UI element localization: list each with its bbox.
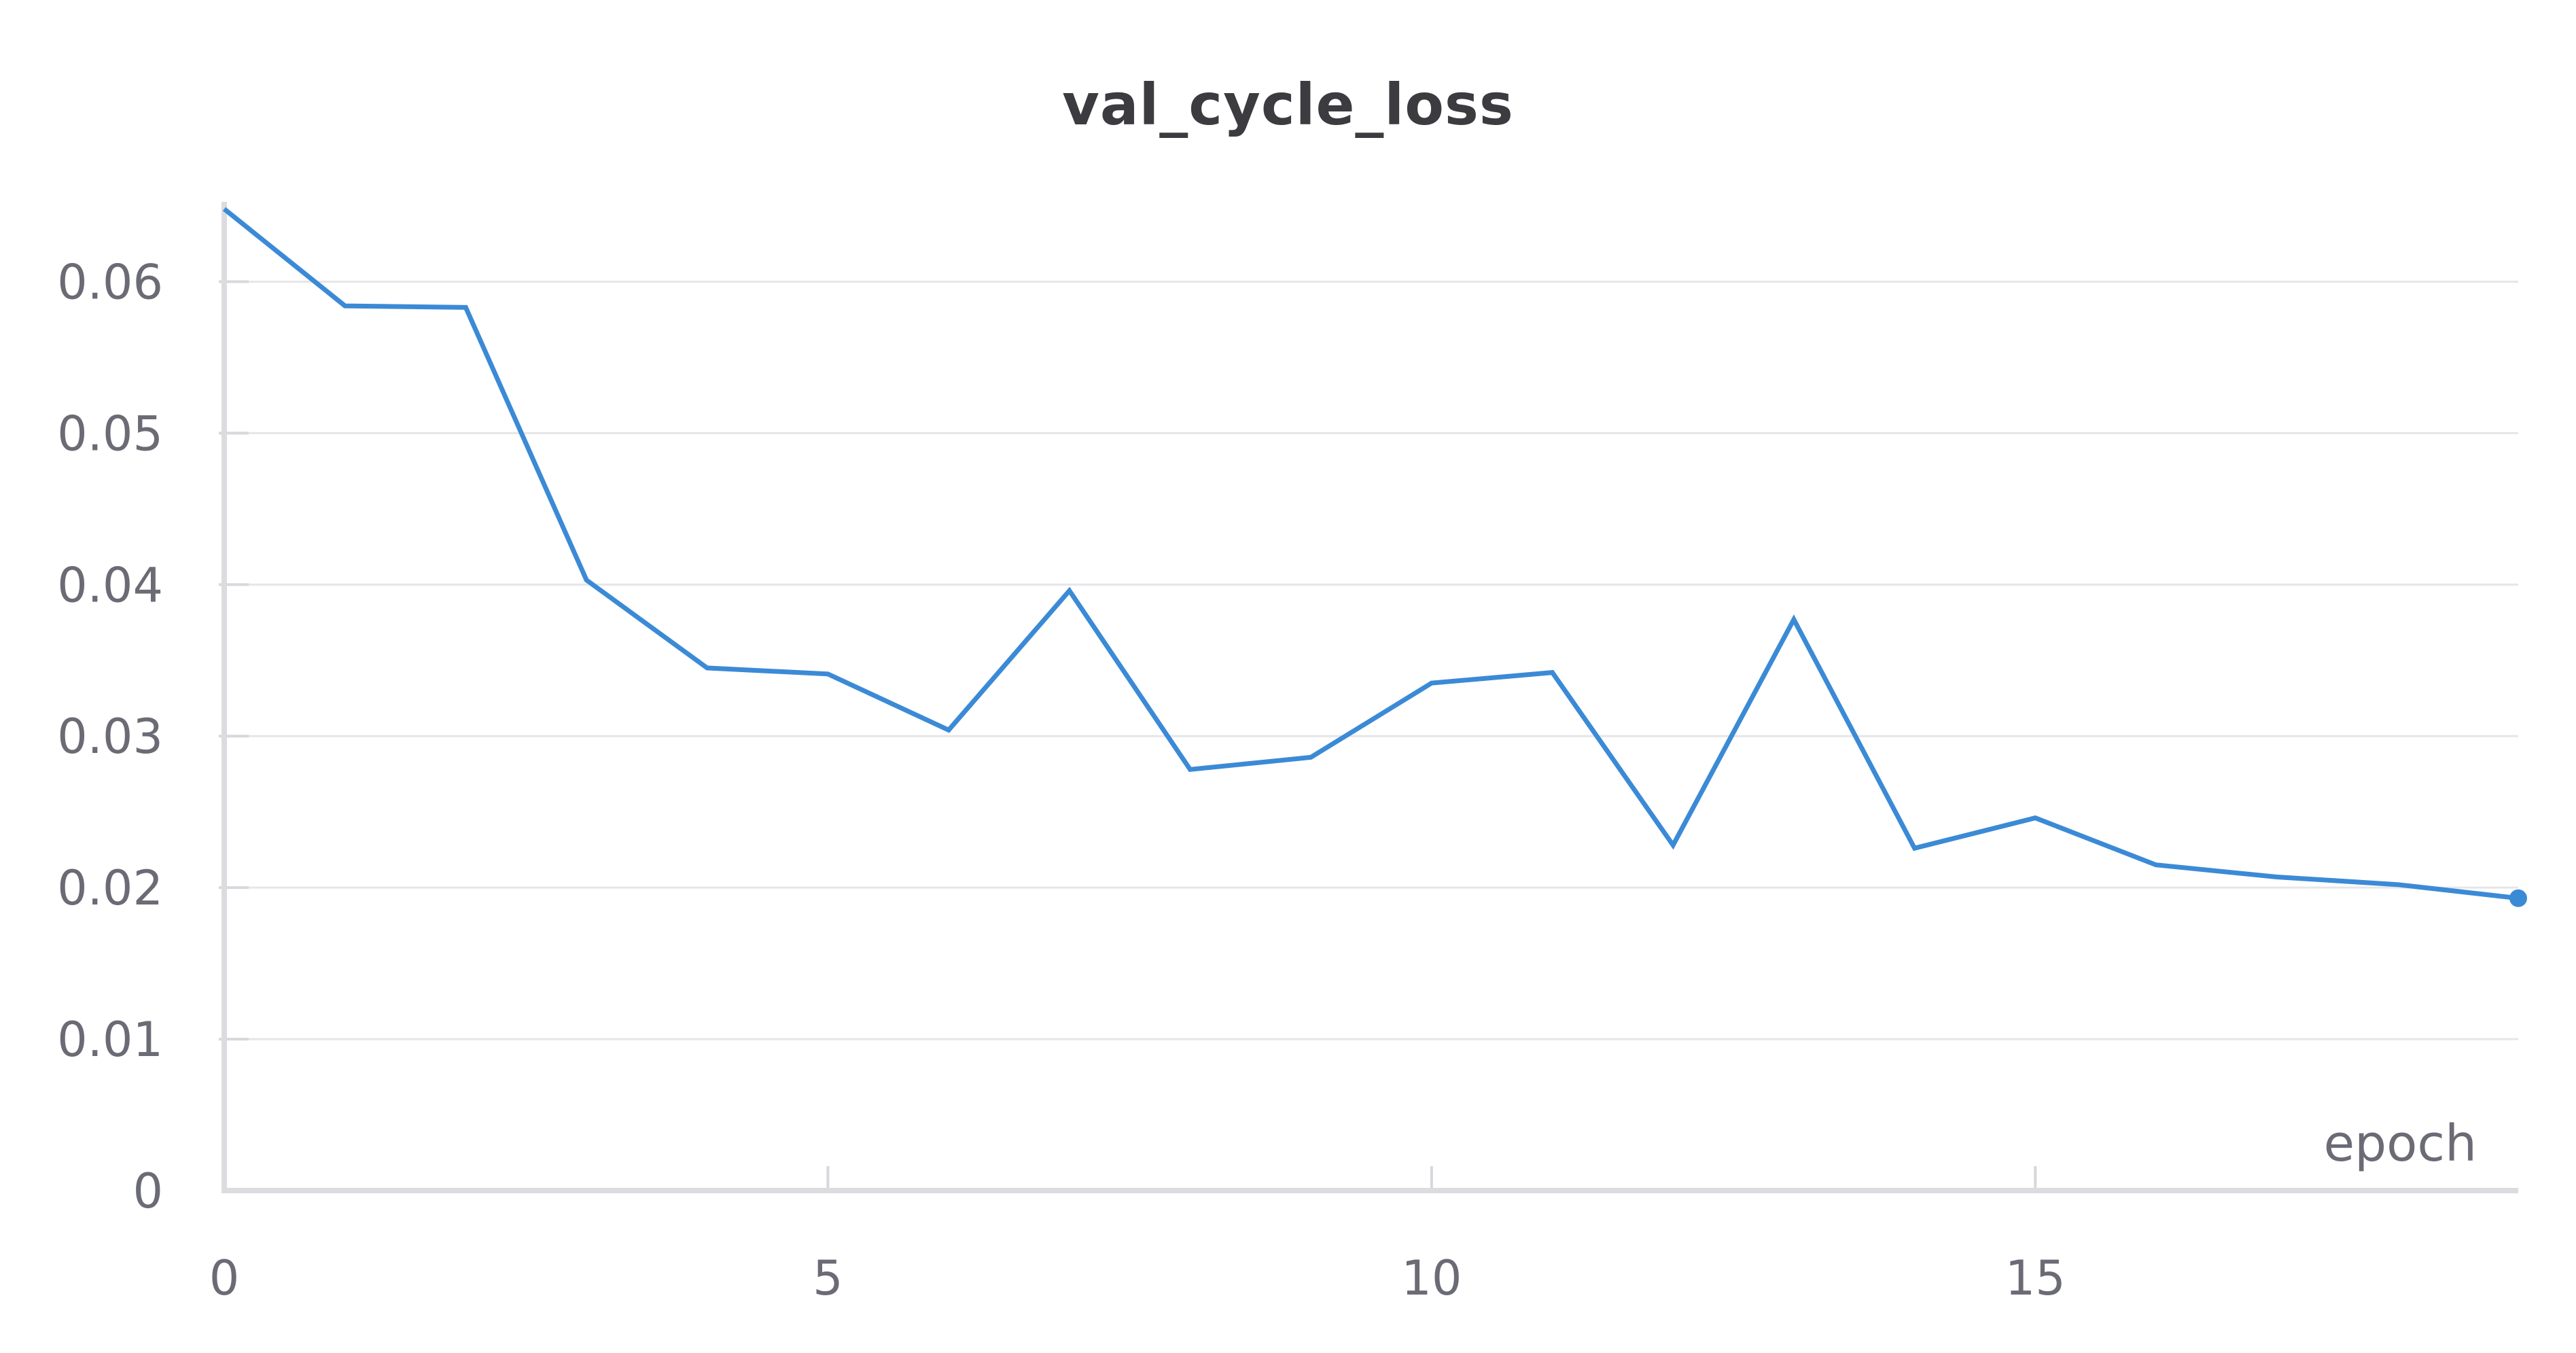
gridlines bbox=[224, 280, 2518, 1040]
data-point bbox=[2509, 889, 2527, 907]
y-tick-label: 0.04 bbox=[57, 557, 163, 613]
tick-labels: 0 0.01 0.02 0.03 0.04 0.05 0.06 0 5 10 15 bbox=[57, 254, 2066, 1306]
x-tick-label: 0 bbox=[209, 1250, 240, 1306]
chart-title: val_cycle_loss bbox=[1062, 71, 1514, 138]
y-tick-label: 0.06 bbox=[57, 254, 163, 310]
series-layer bbox=[222, 207, 2527, 907]
x-axis-label: epoch bbox=[2324, 1114, 2477, 1173]
axes bbox=[219, 202, 2518, 1193]
y-tick-label: 0.05 bbox=[57, 406, 163, 461]
y-tick-label: 0.03 bbox=[57, 709, 163, 765]
y-tick-label: 0.02 bbox=[57, 860, 163, 916]
x-tick-label: 15 bbox=[2005, 1250, 2066, 1306]
x-tick-label: 5 bbox=[813, 1250, 843, 1306]
y-tick-label: 0.01 bbox=[57, 1012, 163, 1068]
series-line bbox=[222, 207, 2519, 901]
x-tick-label: 10 bbox=[1401, 1250, 1462, 1306]
y-tick-label: 0 bbox=[133, 1163, 163, 1219]
